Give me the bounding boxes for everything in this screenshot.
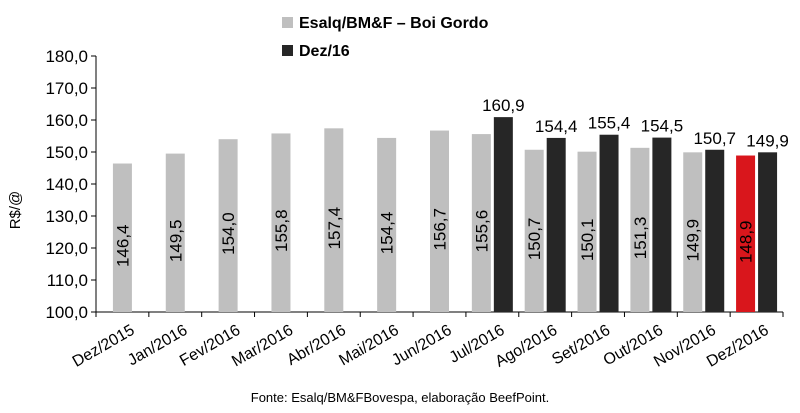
data-label-esalq: 157,4: [325, 207, 344, 250]
x-tick-label: Mar/2016: [229, 322, 296, 371]
legend-label-esalq: Esalq/BM&F – Boi Gordo: [299, 15, 489, 32]
bar-esalq: [683, 152, 703, 312]
bar-esalq: [736, 155, 756, 312]
x-tick-label: Mai/2016: [336, 322, 402, 370]
data-label-esalq: 155,8: [272, 209, 291, 252]
data-label-dez16: 154,4: [535, 117, 578, 136]
data-label-esalq: 149,5: [166, 220, 185, 263]
y-tick-label: 170,0: [45, 79, 88, 98]
bar-esalq: [630, 147, 650, 312]
y-tick-label: 130,0: [45, 207, 88, 226]
bar-dez16: [705, 149, 725, 312]
bar-dez16: [652, 137, 672, 312]
data-label-esalq: 148,9: [737, 220, 756, 263]
data-label-dez16: 160,9: [482, 96, 525, 115]
bars: [112, 117, 778, 313]
data-label-esalq: 155,6: [472, 210, 491, 253]
bar-esalq: [524, 149, 544, 312]
y-tick-label: 180,0: [45, 47, 88, 66]
legend-swatch-esalq: [282, 17, 293, 28]
data-label-dez16: 150,7: [693, 129, 736, 148]
y-tick-label: 160,0: [45, 111, 88, 130]
legend: Esalq/BM&F – Boi Gordo Dez/16: [282, 15, 489, 60]
bar-esalq: [324, 128, 344, 312]
data-label-esalq: 156,7: [431, 208, 450, 251]
bar-esalq: [112, 163, 132, 312]
y-tick-label: 150,0: [45, 143, 88, 162]
data-label-dez16: 149,9: [746, 131, 789, 150]
x-tick-label: Dez/2015: [70, 322, 138, 371]
legend-label-dez16: Dez/16: [299, 43, 350, 60]
bar-esalq: [577, 151, 597, 312]
source-note: Fonte: Esalq/BM&FBovespa, elaboração Bee…: [250, 390, 550, 405]
x-tick-label: Jun/2016: [389, 322, 455, 370]
data-label-esalq: 150,1: [578, 219, 597, 262]
y-tick-label: 140,0: [45, 175, 88, 194]
bar-dez16: [546, 137, 566, 312]
data-label-esalq: 151,3: [631, 217, 650, 260]
bar-esalq: [218, 139, 238, 312]
bar-dez16: [599, 134, 619, 312]
data-label-dez16: 155,4: [588, 114, 631, 133]
y-axis-label: R$/@: [7, 191, 24, 230]
data-label-esalq: 149,9: [684, 219, 703, 262]
y-tick-label: 110,0: [47, 271, 88, 290]
data-label-esalq: 150,7: [525, 218, 544, 261]
bar-dez16: [493, 117, 513, 313]
data-label-esalq: 154,4: [378, 212, 397, 255]
bar-esalq: [271, 133, 291, 312]
bar-esalq: [165, 153, 185, 312]
x-axis: Dez/2015Jan/2016Fev/2016Mar/2016Abr/2016…: [70, 311, 784, 371]
data-label-esalq: 154,0: [219, 212, 238, 255]
data-labels: 146,4 149,5 154,0 155,8 157,4 154,4 156,7 155,6…: [113, 96, 788, 267]
y-tick-label: 120,0: [45, 239, 88, 258]
data-label-dez16: 154,5: [641, 117, 684, 136]
y-tick-label: 100,0: [45, 303, 88, 322]
data-label-esalq: 146,4: [113, 224, 132, 267]
bar-esalq: [471, 134, 491, 312]
y-axis: 100,0 110,0 120,0 130,0 140,0 150,0 160,0 170,0…: [45, 47, 97, 322]
legend-swatch-dez16: [282, 45, 293, 56]
bar-esalq: [377, 137, 397, 312]
bar-esalq: [430, 130, 449, 312]
bar-dez16: [758, 152, 778, 312]
